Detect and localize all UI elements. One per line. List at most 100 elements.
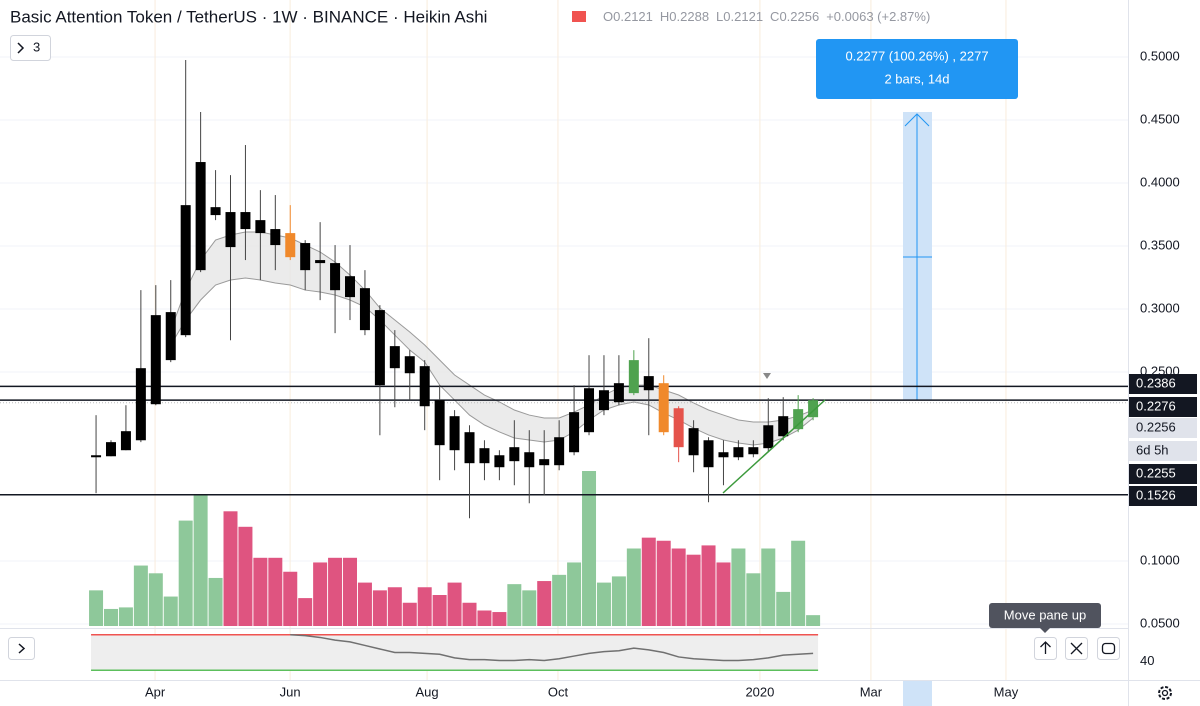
- volume-bar: [402, 602, 417, 626]
- candle-body: [195, 162, 206, 271]
- candle-body: [255, 220, 266, 234]
- candle-body: [793, 409, 804, 430]
- volume-bar: [163, 596, 178, 626]
- volume-bar: [387, 587, 402, 626]
- candle-body: [584, 388, 595, 433]
- trend-line: [722, 399, 826, 494]
- gear-teeth: [1158, 686, 1172, 700]
- volume-bar: [492, 612, 507, 626]
- volume-bar: [417, 587, 432, 626]
- pane-toggle[interactable]: [8, 637, 35, 660]
- candle-body: [315, 260, 326, 264]
- rsi-line: [290, 634, 814, 662]
- ohlc-key: C: [770, 9, 779, 24]
- volume-bar: [477, 610, 492, 626]
- y-tick-label: 0.3500: [1140, 237, 1180, 252]
- ohlc-value: 0.2121: [613, 9, 653, 24]
- price-lines: [0, 385, 1128, 496]
- volume-bar: [641, 537, 656, 626]
- volume-bar: [447, 582, 462, 626]
- volume-bar: [507, 584, 522, 626]
- volume-bar: [596, 582, 611, 626]
- ohlc-key: O: [603, 9, 613, 24]
- y-tick-label: 0.0500: [1140, 615, 1180, 630]
- candle-body: [434, 400, 445, 446]
- rsi-tick-label: 40: [1140, 653, 1154, 668]
- x-tick-label: Mar: [860, 684, 883, 699]
- close-icon: [1070, 642, 1083, 655]
- measure-arrowhead: [904, 113, 930, 127]
- volume: [89, 471, 821, 626]
- x-tick-label: May: [994, 684, 1019, 699]
- volume-bar: [776, 591, 791, 626]
- volume-bar: [656, 540, 671, 626]
- price-label: 0.2276: [1136, 398, 1176, 413]
- grid: [0, 0, 1128, 680]
- x-tick-label: Oct: [548, 684, 569, 699]
- candle-body: [389, 346, 400, 369]
- volume-bar: [432, 595, 447, 626]
- marker: [763, 373, 771, 379]
- candle-body: [524, 452, 535, 468]
- measure-subtext: 2 bars, 14d: [884, 71, 949, 86]
- volume-bar: [537, 581, 552, 626]
- volume-bar: [462, 602, 477, 626]
- candle-body: [673, 408, 684, 448]
- candle-body: [180, 205, 191, 336]
- volume-bar: [582, 471, 597, 626]
- candle-body: [270, 229, 281, 246]
- ohlc-change: +0.0063 (+2.87%): [826, 9, 930, 24]
- volume-bar: [761, 548, 776, 626]
- up-icon: [1040, 641, 1051, 654]
- candle-body: [658, 383, 669, 433]
- indicators-toggle[interactable]: [10, 35, 51, 61]
- chart-title: Basic Attention Token / TetherUS · 1W · …: [10, 7, 487, 26]
- x-tick-label: 2020: [745, 684, 774, 699]
- volume-bar: [118, 607, 133, 626]
- volume-bar: [223, 511, 238, 626]
- candle-body: [733, 447, 744, 458]
- measure-axis-highlight: [903, 681, 932, 706]
- volume-bar: [89, 590, 104, 626]
- volume-bar: [343, 557, 358, 626]
- candle-body: [135, 368, 146, 441]
- flag-icon[interactable]: [572, 11, 586, 22]
- candle-body: [569, 412, 580, 453]
- settings-button[interactable]: [1158, 686, 1172, 700]
- price-label-box: [1129, 464, 1197, 484]
- candles: [91, 59, 819, 519]
- candle-body: [225, 212, 236, 248]
- volume-bar: [148, 573, 163, 626]
- volume-bar: [552, 574, 567, 626]
- candle-body: [330, 263, 341, 291]
- candle-body: [748, 447, 759, 455]
- candle-body: [91, 455, 102, 458]
- volume-bar: [208, 577, 223, 626]
- tooltip-text: Move pane up: [1004, 607, 1086, 622]
- volume-bar: [313, 562, 328, 626]
- ohlc-legend: O0.2121 H0.2288 L0.2121 C0.2256 +0.0063 (+2.…: [603, 9, 930, 24]
- price-label-box: [1129, 486, 1197, 506]
- y-tick-label: 0.4500: [1140, 111, 1180, 126]
- candle-body: [598, 390, 609, 411]
- ohlc-value: 0.2288: [669, 9, 709, 24]
- volume-bar: [193, 494, 208, 626]
- candle-body: [374, 310, 385, 386]
- candle-body: [703, 440, 714, 468]
- price-label-box: [1129, 397, 1197, 417]
- price-label: 0.2255: [1136, 465, 1176, 480]
- candle-body: [464, 432, 475, 464]
- x-tick-label: Apr: [145, 684, 166, 699]
- volume-bar: [522, 590, 537, 626]
- chevron: [17, 42, 25, 54]
- candle-body: [554, 437, 565, 466]
- y-tick-label: 0.4000: [1140, 174, 1180, 189]
- candle-body: [404, 356, 415, 374]
- ribbon-line: [170, 277, 814, 446]
- price-label: 0.1526: [1136, 487, 1176, 502]
- candle-body: [479, 448, 490, 464]
- volume-bar: [298, 598, 313, 626]
- maximize-pane-button[interactable]: [1097, 637, 1120, 660]
- volume-bar: [746, 573, 761, 626]
